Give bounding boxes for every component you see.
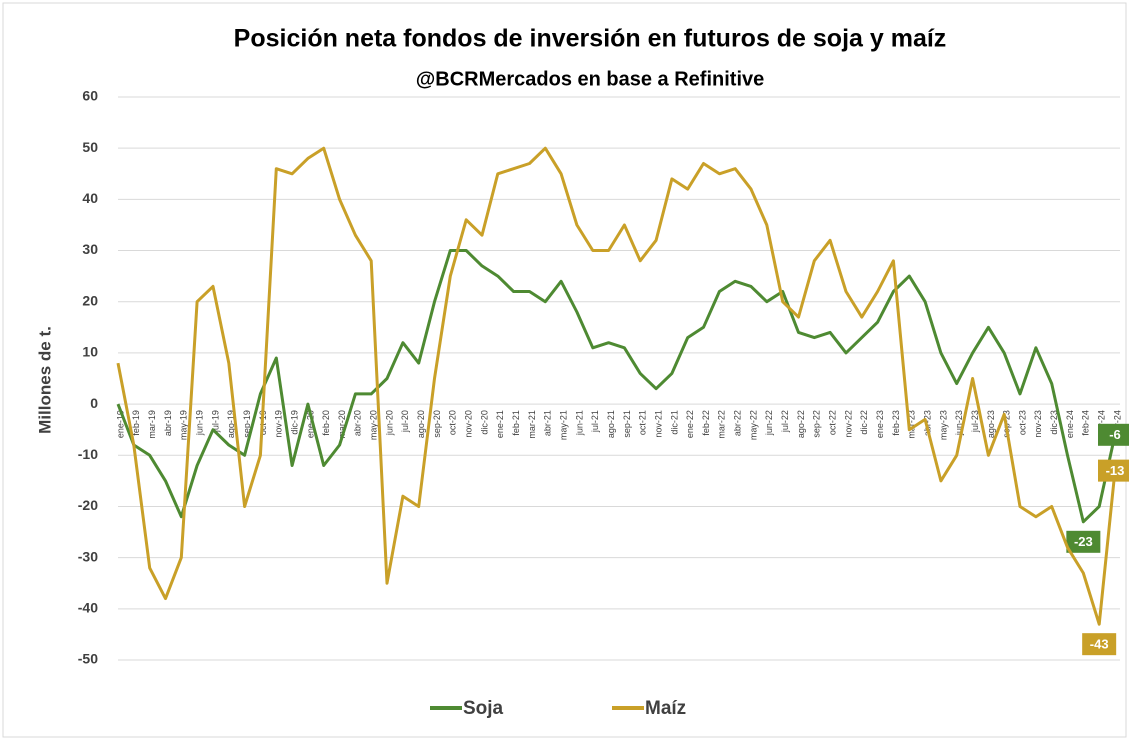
x-tick-label: ago-21 xyxy=(606,410,616,438)
x-tick-label: ene-22 xyxy=(685,410,695,438)
x-tick-label: abr-20 xyxy=(353,410,363,436)
x-tick-label: feb-20 xyxy=(321,410,331,436)
x-tick-label: nov-21 xyxy=(653,410,663,438)
x-tick-label: feb-23 xyxy=(891,410,901,436)
y-tick-label: 40 xyxy=(82,190,98,206)
x-tick-label: nov-23 xyxy=(1033,410,1043,438)
y-tick-label: -10 xyxy=(78,446,98,462)
y-tick-label: 30 xyxy=(82,241,98,257)
y-tick-label: 20 xyxy=(82,292,98,308)
x-tick-label: sep-22 xyxy=(812,410,822,438)
series-line xyxy=(116,249,1117,524)
x-tick-label: jun-19 xyxy=(195,410,205,436)
y-axis-label: Millones de t. xyxy=(35,326,54,434)
x-tick-label: jun-22 xyxy=(764,410,774,436)
x-tick-label: abr-22 xyxy=(733,410,743,436)
x-tick-label: ago-22 xyxy=(796,410,806,438)
x-tick-label: sep-21 xyxy=(622,410,632,438)
data-label-box xyxy=(1082,633,1117,656)
x-tick-label: feb-22 xyxy=(701,410,711,436)
x-tick-label: may-23 xyxy=(938,410,948,440)
x-tick-label: ene-23 xyxy=(875,410,885,438)
y-tick-label: 10 xyxy=(82,344,98,360)
chart-subtitle: @BCRMercados en base a Refinitive xyxy=(416,68,765,90)
legend-label: Maíz xyxy=(645,698,686,719)
x-tick-label: oct-20 xyxy=(448,410,458,435)
x-tick-label: jul-19 xyxy=(210,410,220,433)
x-tick-label: feb-21 xyxy=(511,410,521,436)
x-tick-label: ene-21 xyxy=(495,410,505,438)
data-label: -13 xyxy=(1106,463,1125,478)
x-tick-label: dic-19 xyxy=(289,410,299,435)
data-label: -23 xyxy=(1074,534,1093,549)
x-tick-label: jul-20 xyxy=(400,410,410,433)
x-tick-label: jul-21 xyxy=(590,410,600,433)
series-line xyxy=(116,146,1117,626)
y-tick-label: -20 xyxy=(78,497,98,513)
data-label-box xyxy=(1098,423,1129,446)
x-tick-label: oct-22 xyxy=(828,410,838,435)
x-tick-label: mar-23 xyxy=(907,410,917,439)
x-tick-label: nov-22 xyxy=(843,410,853,438)
x-tick-label: ene-20 xyxy=(305,410,315,438)
data-label: -43 xyxy=(1090,637,1109,652)
data-label-box xyxy=(1066,530,1101,553)
x-tick-label: may-21 xyxy=(558,410,568,440)
y-tick-label: 50 xyxy=(82,139,98,155)
x-tick-label: nov-19 xyxy=(274,410,284,438)
x-tick-label: dic-22 xyxy=(859,410,869,435)
x-tick-label: ago-19 xyxy=(226,410,236,438)
x-tick-label: nov-20 xyxy=(464,410,474,438)
x-tick-label: mar-21 xyxy=(527,410,537,439)
legend-label: Soja xyxy=(463,698,504,719)
x-tick-label: jun-23 xyxy=(954,410,964,436)
x-tick-label: feb-24 xyxy=(1081,410,1091,436)
x-tick-label: sep-20 xyxy=(432,410,442,438)
x-tick-label: dic-23 xyxy=(1049,410,1059,435)
x-tick-label: sep-19 xyxy=(242,410,252,438)
x-tick-label: ago-20 xyxy=(416,410,426,438)
x-tick-label: oct-23 xyxy=(1017,410,1027,435)
data-label: -6 xyxy=(1109,427,1121,442)
x-tick-label: jun-20 xyxy=(384,410,394,436)
data-label-box xyxy=(1098,459,1129,482)
x-tick-label: may-22 xyxy=(748,410,758,440)
x-tick-label: ene-19 xyxy=(115,410,125,438)
x-tick-label: mar-22 xyxy=(717,410,727,439)
x-tick-label: ago-23 xyxy=(986,410,996,438)
x-tick-label: abr-19 xyxy=(163,410,173,436)
x-tick-label: dic-21 xyxy=(669,410,679,435)
x-tick-label: may-19 xyxy=(179,410,189,440)
y-tick-label: 0 xyxy=(90,395,98,411)
x-tick-label: jun-21 xyxy=(574,410,584,436)
x-tick-label: mar-19 xyxy=(147,410,157,439)
x-tick-label: jul-22 xyxy=(780,410,790,433)
y-tick-label: 60 xyxy=(82,88,98,104)
x-tick-label: feb-19 xyxy=(131,410,141,436)
y-tick-label: -30 xyxy=(78,548,98,564)
x-tick-label: ene-24 xyxy=(1065,410,1075,438)
chart-title: Posición neta fondos de inversión en fut… xyxy=(234,25,947,53)
x-tick-label: jul-23 xyxy=(970,410,980,433)
x-tick-label: dic-20 xyxy=(479,410,489,435)
x-tick-label: abr-24 xyxy=(1112,410,1122,436)
y-tick-label: -50 xyxy=(78,651,98,667)
x-tick-label: abr-21 xyxy=(543,410,553,436)
x-tick-label: may-20 xyxy=(369,410,379,440)
x-tick-label: oct-21 xyxy=(638,410,648,435)
y-tick-label: -40 xyxy=(78,600,98,616)
x-tick-label: mar-20 xyxy=(337,410,347,439)
